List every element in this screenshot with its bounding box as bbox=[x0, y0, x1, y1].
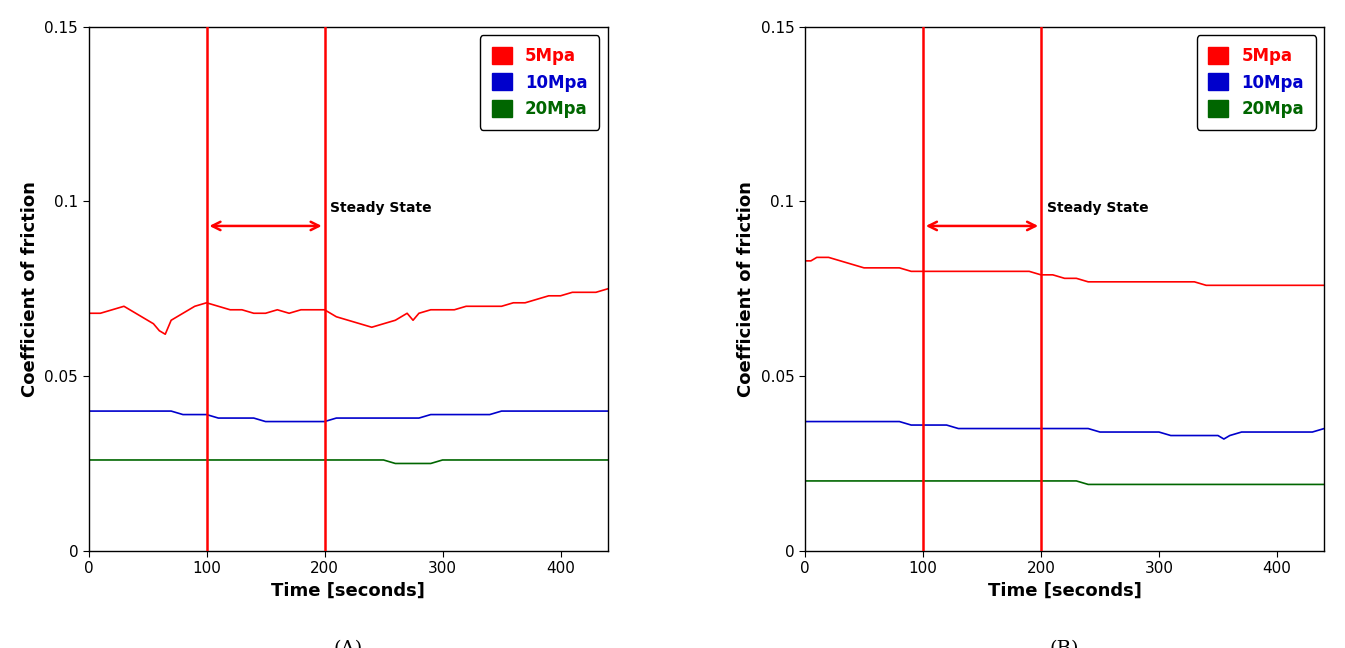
Text: Steady State: Steady State bbox=[331, 202, 432, 216]
X-axis label: Time [seconds]: Time [seconds] bbox=[272, 582, 425, 600]
Text: Steady State: Steady State bbox=[1046, 202, 1149, 216]
X-axis label: Time [seconds]: Time [seconds] bbox=[987, 582, 1142, 600]
Y-axis label: Coefficient of friction: Coefficient of friction bbox=[20, 181, 39, 397]
Legend: 5Mpa, 10Mpa, 20Mpa: 5Mpa, 10Mpa, 20Mpa bbox=[480, 35, 600, 130]
Y-axis label: Coefficient of friction: Coefficient of friction bbox=[737, 181, 756, 397]
Text: (B): (B) bbox=[1050, 640, 1079, 648]
Text: (A): (A) bbox=[334, 640, 363, 648]
Legend: 5Mpa, 10Mpa, 20Mpa: 5Mpa, 10Mpa, 20Mpa bbox=[1197, 35, 1315, 130]
